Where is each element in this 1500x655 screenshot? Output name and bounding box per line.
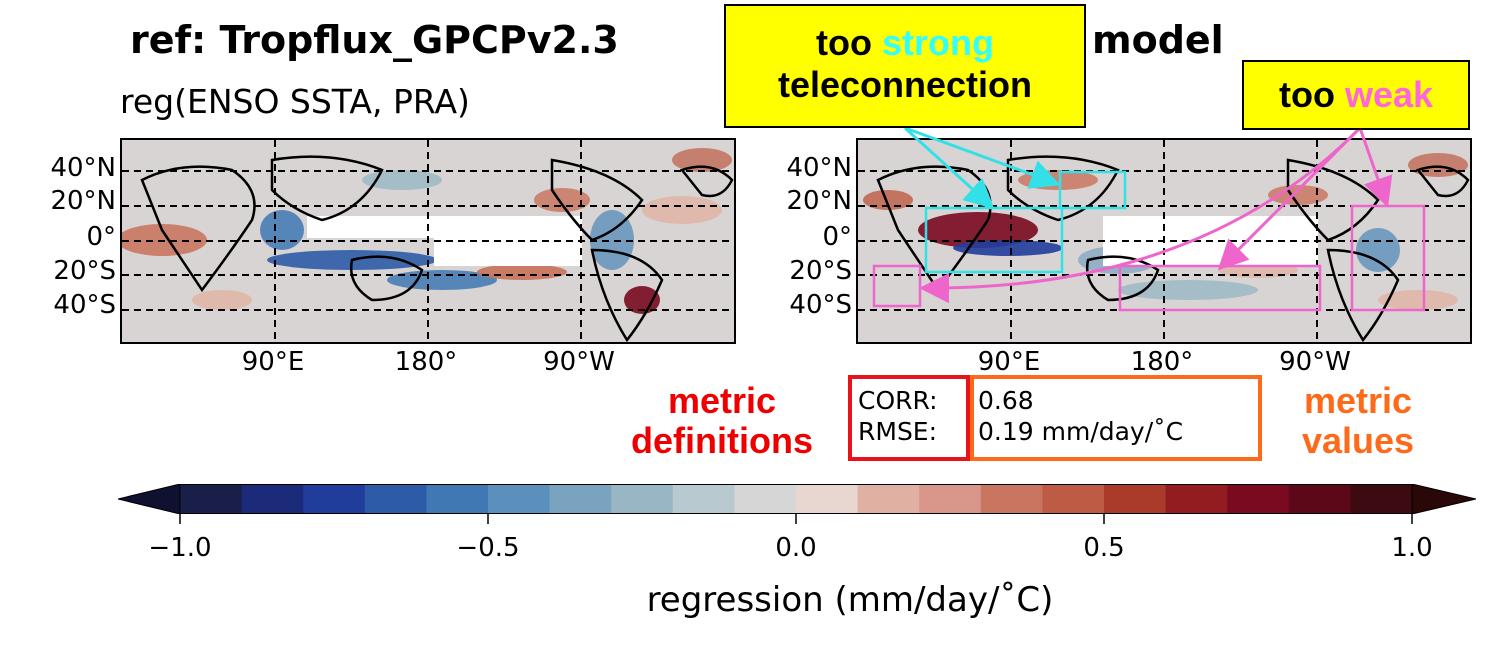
strong-region-box: [1058, 170, 1127, 210]
colorbar-cell: [1227, 484, 1290, 514]
colorbar-cell: [488, 484, 551, 514]
colorbar-cell: [1042, 484, 1105, 514]
metric-values-box: 0.68 0.19 mm/day/˚C: [970, 375, 1262, 461]
colorbar-tick-label: 0.0: [775, 533, 817, 563]
lon-tick: 90°E: [241, 347, 305, 377]
lat-tick: 20°S: [53, 256, 116, 286]
colorbar-cell: [549, 484, 612, 514]
lon-tick: 90°E: [977, 347, 1041, 377]
arrow: [1358, 127, 1393, 208]
arrow: [919, 126, 1362, 304]
colorbar-cell: [303, 484, 366, 514]
subtitle: reg(ENSO SSTA, PRA): [120, 82, 470, 121]
colorbar-cell: [241, 484, 304, 514]
reference-regression-map: [120, 138, 736, 344]
model-title: model: [1092, 18, 1224, 62]
colorbar-cell: [1165, 484, 1228, 514]
colorbar-cell: [611, 484, 674, 514]
metric-name: CORR:: [858, 386, 938, 415]
callout-highlight: strong: [881, 22, 994, 63]
colorbar-cell: [672, 484, 735, 514]
lon-tick: 90°W: [543, 347, 615, 377]
colorbar-cell: [1104, 484, 1167, 514]
lon-tick: 90°W: [1279, 347, 1351, 377]
metric-definitions-label: metric definitions: [631, 380, 813, 461]
colorbar-cell: [857, 484, 920, 514]
lat-tick: 0°: [822, 222, 852, 252]
colorbar-cell: [734, 484, 797, 514]
arrow: [903, 126, 995, 210]
colorbar-tick-marks: [179, 514, 1413, 524]
colorbar-label: regression (mm/day/˚C): [646, 580, 1054, 620]
colorbar-tick-label: 0.5: [1083, 533, 1125, 563]
metric-value: 0.68: [978, 386, 1034, 415]
lat-tick: 20°S: [789, 256, 852, 286]
colorbar-cell: [796, 484, 859, 514]
metric-names-box: CORR: RMSE:: [848, 375, 970, 461]
callout-line2: teleconnection: [777, 64, 1033, 105]
colorbar: [118, 484, 1476, 514]
metric-name: RMSE:: [858, 417, 938, 446]
colorbar-tick-label: 1.0: [1391, 533, 1433, 563]
callout-highlight: weak: [1344, 74, 1434, 115]
colorbar-cell: [980, 484, 1043, 514]
lat-tick: 40°S: [789, 290, 852, 320]
colorbar-cell: [919, 484, 982, 514]
metric-values-label: metric values: [1301, 380, 1415, 461]
too-weak-callout: too weak: [1242, 60, 1470, 130]
arrow: [904, 126, 1061, 189]
lat-tick: 40°N: [50, 153, 116, 183]
lon-tick: 180°: [394, 347, 458, 377]
lat-tick: 20°N: [786, 186, 852, 216]
colorbar-tick-label: −1.0: [148, 533, 212, 563]
lat-tick: 20°N: [50, 186, 116, 216]
too-strong-callout: too strong teleconnection: [724, 4, 1086, 128]
lat-tick: 40°S: [53, 290, 116, 320]
colorbar-cell: [426, 484, 489, 514]
lat-tick: 0°: [86, 222, 116, 252]
colorbar-cell: [364, 484, 427, 514]
lat-tick: 40°N: [786, 153, 852, 183]
callout-prefix: too: [1278, 74, 1345, 115]
colorbar-extend-low: [118, 484, 181, 514]
colorbar-tick-label: −0.5: [456, 533, 520, 563]
colorbar-cell: [1350, 484, 1413, 514]
metric-value: 0.19 mm/day/˚C: [978, 417, 1184, 446]
colorbar-cell: [1288, 484, 1351, 514]
colorbar-extend-high: [1411, 484, 1476, 514]
colorbar-cell: [180, 484, 243, 514]
arrow: [1217, 126, 1362, 271]
lon-tick: 180°: [1130, 347, 1194, 377]
callout-prefix: too: [816, 22, 882, 63]
ref-title: ref: Tropflux_GPCPv2.3: [130, 18, 619, 62]
